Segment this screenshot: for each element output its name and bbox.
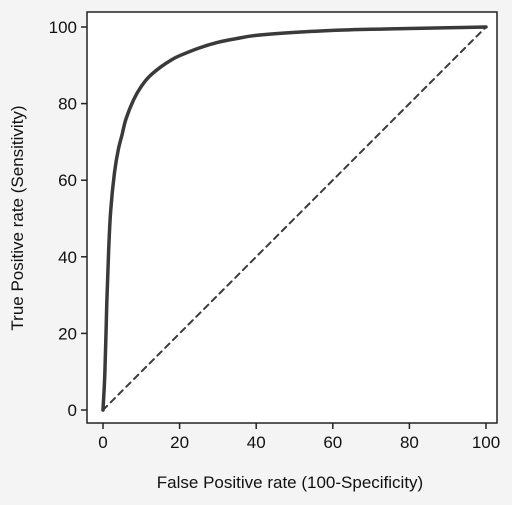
y-tick-label: 100 xyxy=(49,18,77,37)
x-tick-label: 20 xyxy=(170,433,189,452)
roc-curve xyxy=(101,25,488,412)
x-tick-label: 60 xyxy=(323,433,342,452)
y-tick-label: 60 xyxy=(58,171,77,190)
y-axis-title: True Positive rate (Sensitivity) xyxy=(8,105,27,330)
y-tick-label: 40 xyxy=(58,248,77,267)
x-tick-label: 100 xyxy=(472,433,500,452)
series-group xyxy=(101,25,488,412)
x-axis-title: False Positive rate (100-Specificity) xyxy=(157,473,423,492)
x-tick-label: 80 xyxy=(400,433,419,452)
reference-line xyxy=(102,26,487,411)
y-tick-label: 80 xyxy=(58,95,77,114)
x-tick-label: 40 xyxy=(247,433,266,452)
plot-area xyxy=(86,11,498,424)
x-tick-label: 0 xyxy=(98,433,107,452)
y-tick-label: 0 xyxy=(68,401,77,420)
ticks: 0 20 40 60 80 100 0 20 40 60 80 100 xyxy=(49,18,501,452)
y-tick-label: 20 xyxy=(58,324,77,343)
